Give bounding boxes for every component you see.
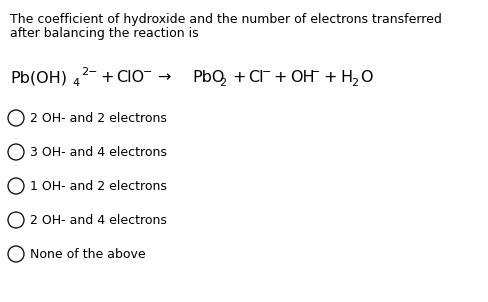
Text: Cl: Cl — [248, 70, 264, 85]
Text: 4: 4 — [72, 78, 79, 88]
Text: 1 OH- and 2 electrons: 1 OH- and 2 electrons — [30, 179, 167, 192]
Text: −: − — [143, 67, 152, 77]
Text: 2 OH- and 4 electrons: 2 OH- and 4 electrons — [30, 214, 167, 226]
Text: 3 OH- and 4 electrons: 3 OH- and 4 electrons — [30, 146, 167, 159]
Text: →: → — [157, 70, 170, 85]
Text: +: + — [232, 70, 245, 85]
Text: The coefficient of hydroxide and the number of electrons transferred: The coefficient of hydroxide and the num… — [10, 13, 442, 26]
Text: after balancing the reaction is: after balancing the reaction is — [10, 27, 199, 40]
Text: ClO: ClO — [116, 70, 144, 85]
Text: −: − — [311, 67, 321, 77]
Text: −: − — [262, 67, 271, 77]
Text: Pb(OH): Pb(OH) — [10, 70, 67, 85]
Text: 2 OH- and 2 electrons: 2 OH- and 2 electrons — [30, 111, 167, 124]
Text: H: H — [340, 70, 352, 85]
Text: +: + — [323, 70, 337, 85]
Text: +: + — [273, 70, 286, 85]
Text: OH: OH — [290, 70, 315, 85]
Text: 2−: 2− — [81, 67, 98, 77]
Text: 2: 2 — [219, 78, 226, 88]
Text: O: O — [360, 70, 372, 85]
Text: 2: 2 — [351, 78, 358, 88]
Text: None of the above: None of the above — [30, 248, 145, 261]
Text: PbO: PbO — [192, 70, 224, 85]
Text: +: + — [100, 70, 114, 85]
